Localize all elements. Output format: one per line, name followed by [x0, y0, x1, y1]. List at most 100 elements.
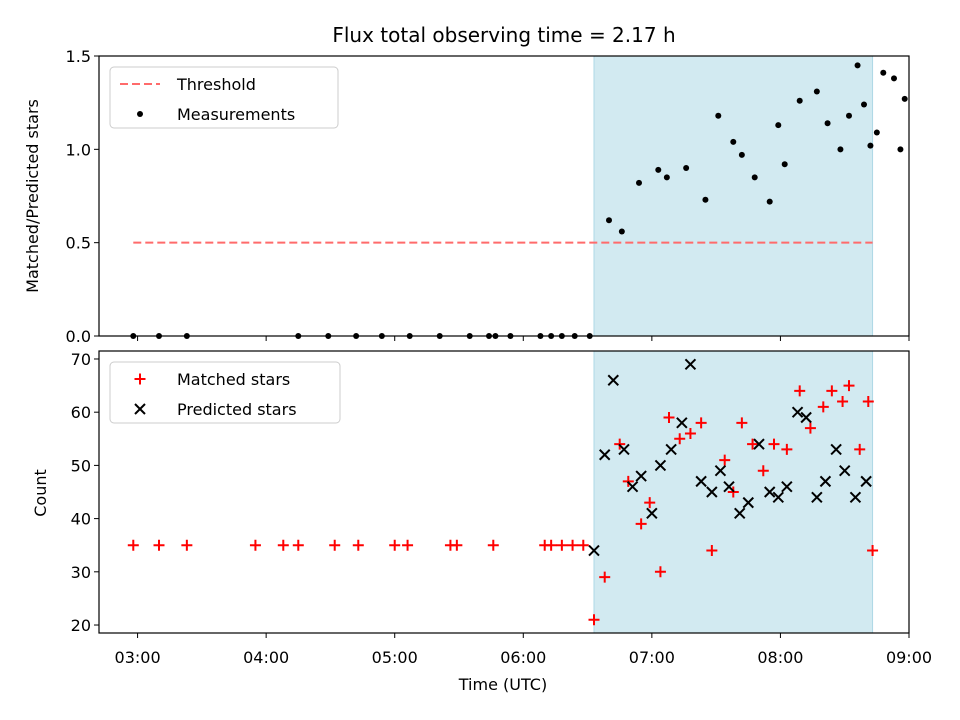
matched-star-point	[794, 385, 806, 397]
measurement-point	[775, 122, 782, 129]
matched-star-point	[695, 417, 707, 429]
measurement-point	[636, 179, 642, 186]
matched-star-point	[747, 438, 759, 450]
predicted-star-point	[772, 491, 784, 504]
legend-label: Predicted stars	[177, 400, 297, 419]
legend-predicted-swatch	[134, 403, 146, 415]
top-y-tick-label: 0.0	[66, 327, 91, 346]
top-axes-frame	[98, 55, 910, 337]
bottom-legend: Matched stars Predicted stars	[109, 361, 341, 424]
predicted-star-point	[618, 443, 630, 456]
matched-star-point	[768, 438, 780, 450]
x-tick-label: 03:00	[115, 648, 161, 667]
matched-star-point	[352, 539, 364, 551]
predicted-star-point	[626, 480, 639, 493]
measurement-point	[837, 146, 844, 153]
bottom-y-axis-label: Count	[31, 469, 50, 517]
bottom-subplot: 20 30 40 50 60 70 03:00 04:00 05:00 06:00 07:00 08:…	[71, 350, 932, 667]
predicted-star-point	[684, 358, 697, 371]
matched-star-point	[654, 566, 666, 578]
measurement-point	[683, 165, 690, 171]
matched-star-point	[781, 443, 793, 455]
top-legend: Threshold Measurements	[109, 66, 339, 129]
measurement-point	[880, 69, 887, 76]
predicted-star-point	[781, 480, 793, 493]
matched-star-point	[127, 539, 139, 551]
measurement-point	[861, 101, 867, 108]
matched-star-point	[451, 539, 463, 551]
predicted-star-point	[635, 470, 647, 482]
measurement-point	[796, 97, 803, 104]
measurement-point	[781, 161, 788, 168]
predicted-star-point	[811, 491, 823, 504]
top-observing-span	[593, 55, 874, 337]
matched-star-point	[736, 417, 748, 429]
legend-measurement-swatch	[137, 111, 143, 117]
matched-star-point	[644, 497, 656, 509]
matched-star-point	[817, 401, 829, 413]
matched-star-point	[389, 539, 401, 551]
predicted-star-point	[742, 496, 754, 509]
x-tick-label: 07:00	[629, 648, 675, 667]
bottom-y-tick-label: 20	[71, 616, 91, 635]
bottom-y-tick-label: 30	[71, 563, 91, 582]
matched-star-point	[826, 385, 838, 397]
matched-star-point	[588, 614, 600, 626]
measurement-point	[891, 75, 897, 82]
measurement-point	[606, 217, 612, 224]
top-y-tick-label: 0.5	[66, 234, 91, 253]
predicted-star-point	[849, 491, 862, 504]
bottom-axes-frame	[98, 350, 910, 634]
predicted-star-point	[753, 438, 765, 450]
measurement-point	[663, 174, 670, 181]
predicted-star-point	[839, 465, 851, 477]
predicted-star-point	[676, 417, 688, 429]
predicted-star-point	[764, 486, 776, 498]
legend-matched-swatch	[134, 373, 146, 385]
x-tick-label: 08:00	[757, 648, 803, 667]
legend-label: Measurements	[177, 105, 295, 124]
matched-star-point	[837, 396, 849, 408]
measurement-point	[824, 120, 831, 127]
matched-star-point	[556, 539, 568, 551]
legend-label: Matched stars	[177, 370, 290, 389]
measurement-point	[873, 129, 880, 136]
measurement-point	[702, 196, 709, 203]
predicted-star-point	[800, 411, 812, 424]
measurement-point	[846, 112, 852, 119]
matched-star-point	[674, 433, 686, 445]
predicted-star-point	[646, 507, 658, 519]
top-y-tick-label: 1.0	[66, 140, 91, 159]
matched-star-point	[635, 518, 647, 530]
matched-star-point	[402, 539, 414, 551]
matched-star-point	[545, 539, 557, 551]
measurement-point	[730, 138, 737, 145]
matched-star-point	[329, 539, 341, 551]
chart-title: Flux total observing time = 2.17 h	[332, 23, 675, 47]
measurement-point	[655, 166, 662, 173]
matched-star-point	[862, 396, 874, 408]
matched-star-point	[684, 427, 696, 439]
measurement-point	[766, 198, 773, 205]
measurement-point	[867, 142, 874, 149]
bottom-y-tick-label: 60	[71, 403, 91, 422]
x-tick-label: 09:00	[886, 648, 932, 667]
predicted-star-point	[654, 459, 667, 472]
measurement-point	[618, 228, 625, 235]
predicted-star-point	[714, 465, 727, 477]
predicted-star-point	[706, 486, 718, 498]
matched-star-point	[487, 539, 499, 551]
x-tick-label: 04:00	[243, 648, 289, 667]
matched-star-point	[292, 539, 304, 551]
x-tick-label: 05:00	[372, 648, 418, 667]
matched-star-point	[277, 539, 289, 551]
measurement-point	[897, 146, 904, 153]
matched-star-point	[577, 539, 589, 551]
top-subplot: 0.0 0.5 1.0 1.5 Threshold Measurements	[66, 47, 910, 346]
bottom-y-tick-label: 40	[71, 510, 91, 529]
predicted-star-point	[860, 475, 872, 488]
predicted-star-point	[588, 544, 600, 557]
matched-star-point	[854, 443, 866, 455]
predicted-star-point	[695, 475, 707, 488]
